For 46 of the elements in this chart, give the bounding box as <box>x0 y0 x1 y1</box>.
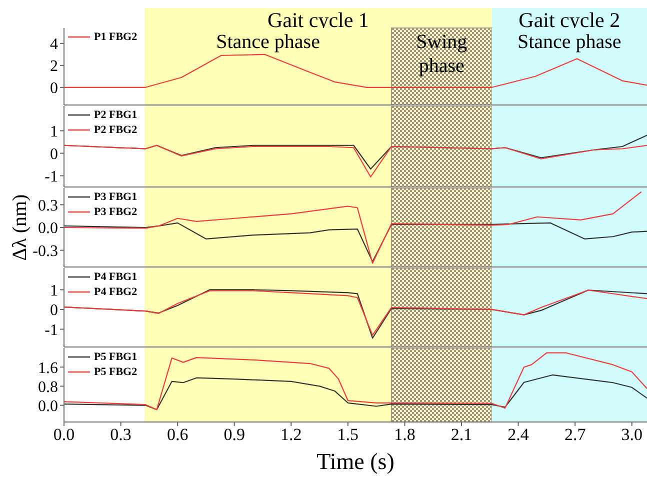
line-series <box>64 222 647 262</box>
line-series <box>64 144 647 178</box>
y-tick-label: -0.3 <box>32 242 58 260</box>
y-tick-label: -1 <box>44 168 58 186</box>
band-label: Stance phase <box>517 31 622 53</box>
y-axis-title: Δλ (nm) <box>9 194 32 261</box>
y-tick-label: 0.0 <box>38 220 58 238</box>
legend-label: P5 FBG2 <box>94 366 138 378</box>
x-tick-label: 0.6 <box>166 425 188 444</box>
x-tick-label: 2.1 <box>450 425 472 444</box>
x-tick-label: 0.9 <box>224 425 245 444</box>
x-tick-label: 2.7 <box>564 425 586 444</box>
legend-label: P5 FBG1 <box>94 351 138 363</box>
x-tick-label: 1.8 <box>394 425 416 444</box>
y-tick-label: 0 <box>50 146 58 163</box>
legend-label: P1 FBG2 <box>94 31 138 43</box>
y-tick-label: 4 <box>50 36 58 54</box>
x-axis-title: Time (s) <box>316 449 394 474</box>
line-series <box>64 54 647 88</box>
x-tick-label: 0.3 <box>110 425 132 444</box>
line-series <box>64 374 647 410</box>
x-tick-label: 1.2 <box>280 425 302 444</box>
y-tick-label: 0 <box>50 302 58 320</box>
x-tick-label: 2.4 <box>508 425 530 444</box>
band-label: Stance phase <box>216 31 320 53</box>
legend-label: P3 FBG2 <box>94 206 138 218</box>
band-label: Gait cycle 1 <box>267 8 369 32</box>
band-label: Gait cycle 2 <box>518 8 620 32</box>
y-tick-label: 1 <box>50 123 58 140</box>
legend-label: P2 FBG1 <box>94 109 138 121</box>
y-tick-label: 1 <box>50 282 58 300</box>
line-series <box>64 191 642 264</box>
y-tick-label: 2 <box>50 58 58 76</box>
legend-label: P4 FBG2 <box>94 286 138 298</box>
y-tick-label: 0 <box>50 80 58 98</box>
x-tick-label: 1.5 <box>337 425 359 444</box>
y-tick-label: -1 <box>44 322 58 339</box>
legend-label: P3 FBG1 <box>94 191 138 203</box>
line-series <box>64 352 647 410</box>
legend-label: P4 FBG1 <box>94 271 138 283</box>
y-tick-label: 0.3 <box>38 197 58 214</box>
legend-label: P2 FBG2 <box>94 124 138 136</box>
y-tick-label: 0.0 <box>38 398 58 415</box>
y-tick-label: 1.6 <box>38 360 58 377</box>
y-tick-label: 0.8 <box>38 378 58 396</box>
x-tick-label: 3.0 <box>621 425 642 444</box>
